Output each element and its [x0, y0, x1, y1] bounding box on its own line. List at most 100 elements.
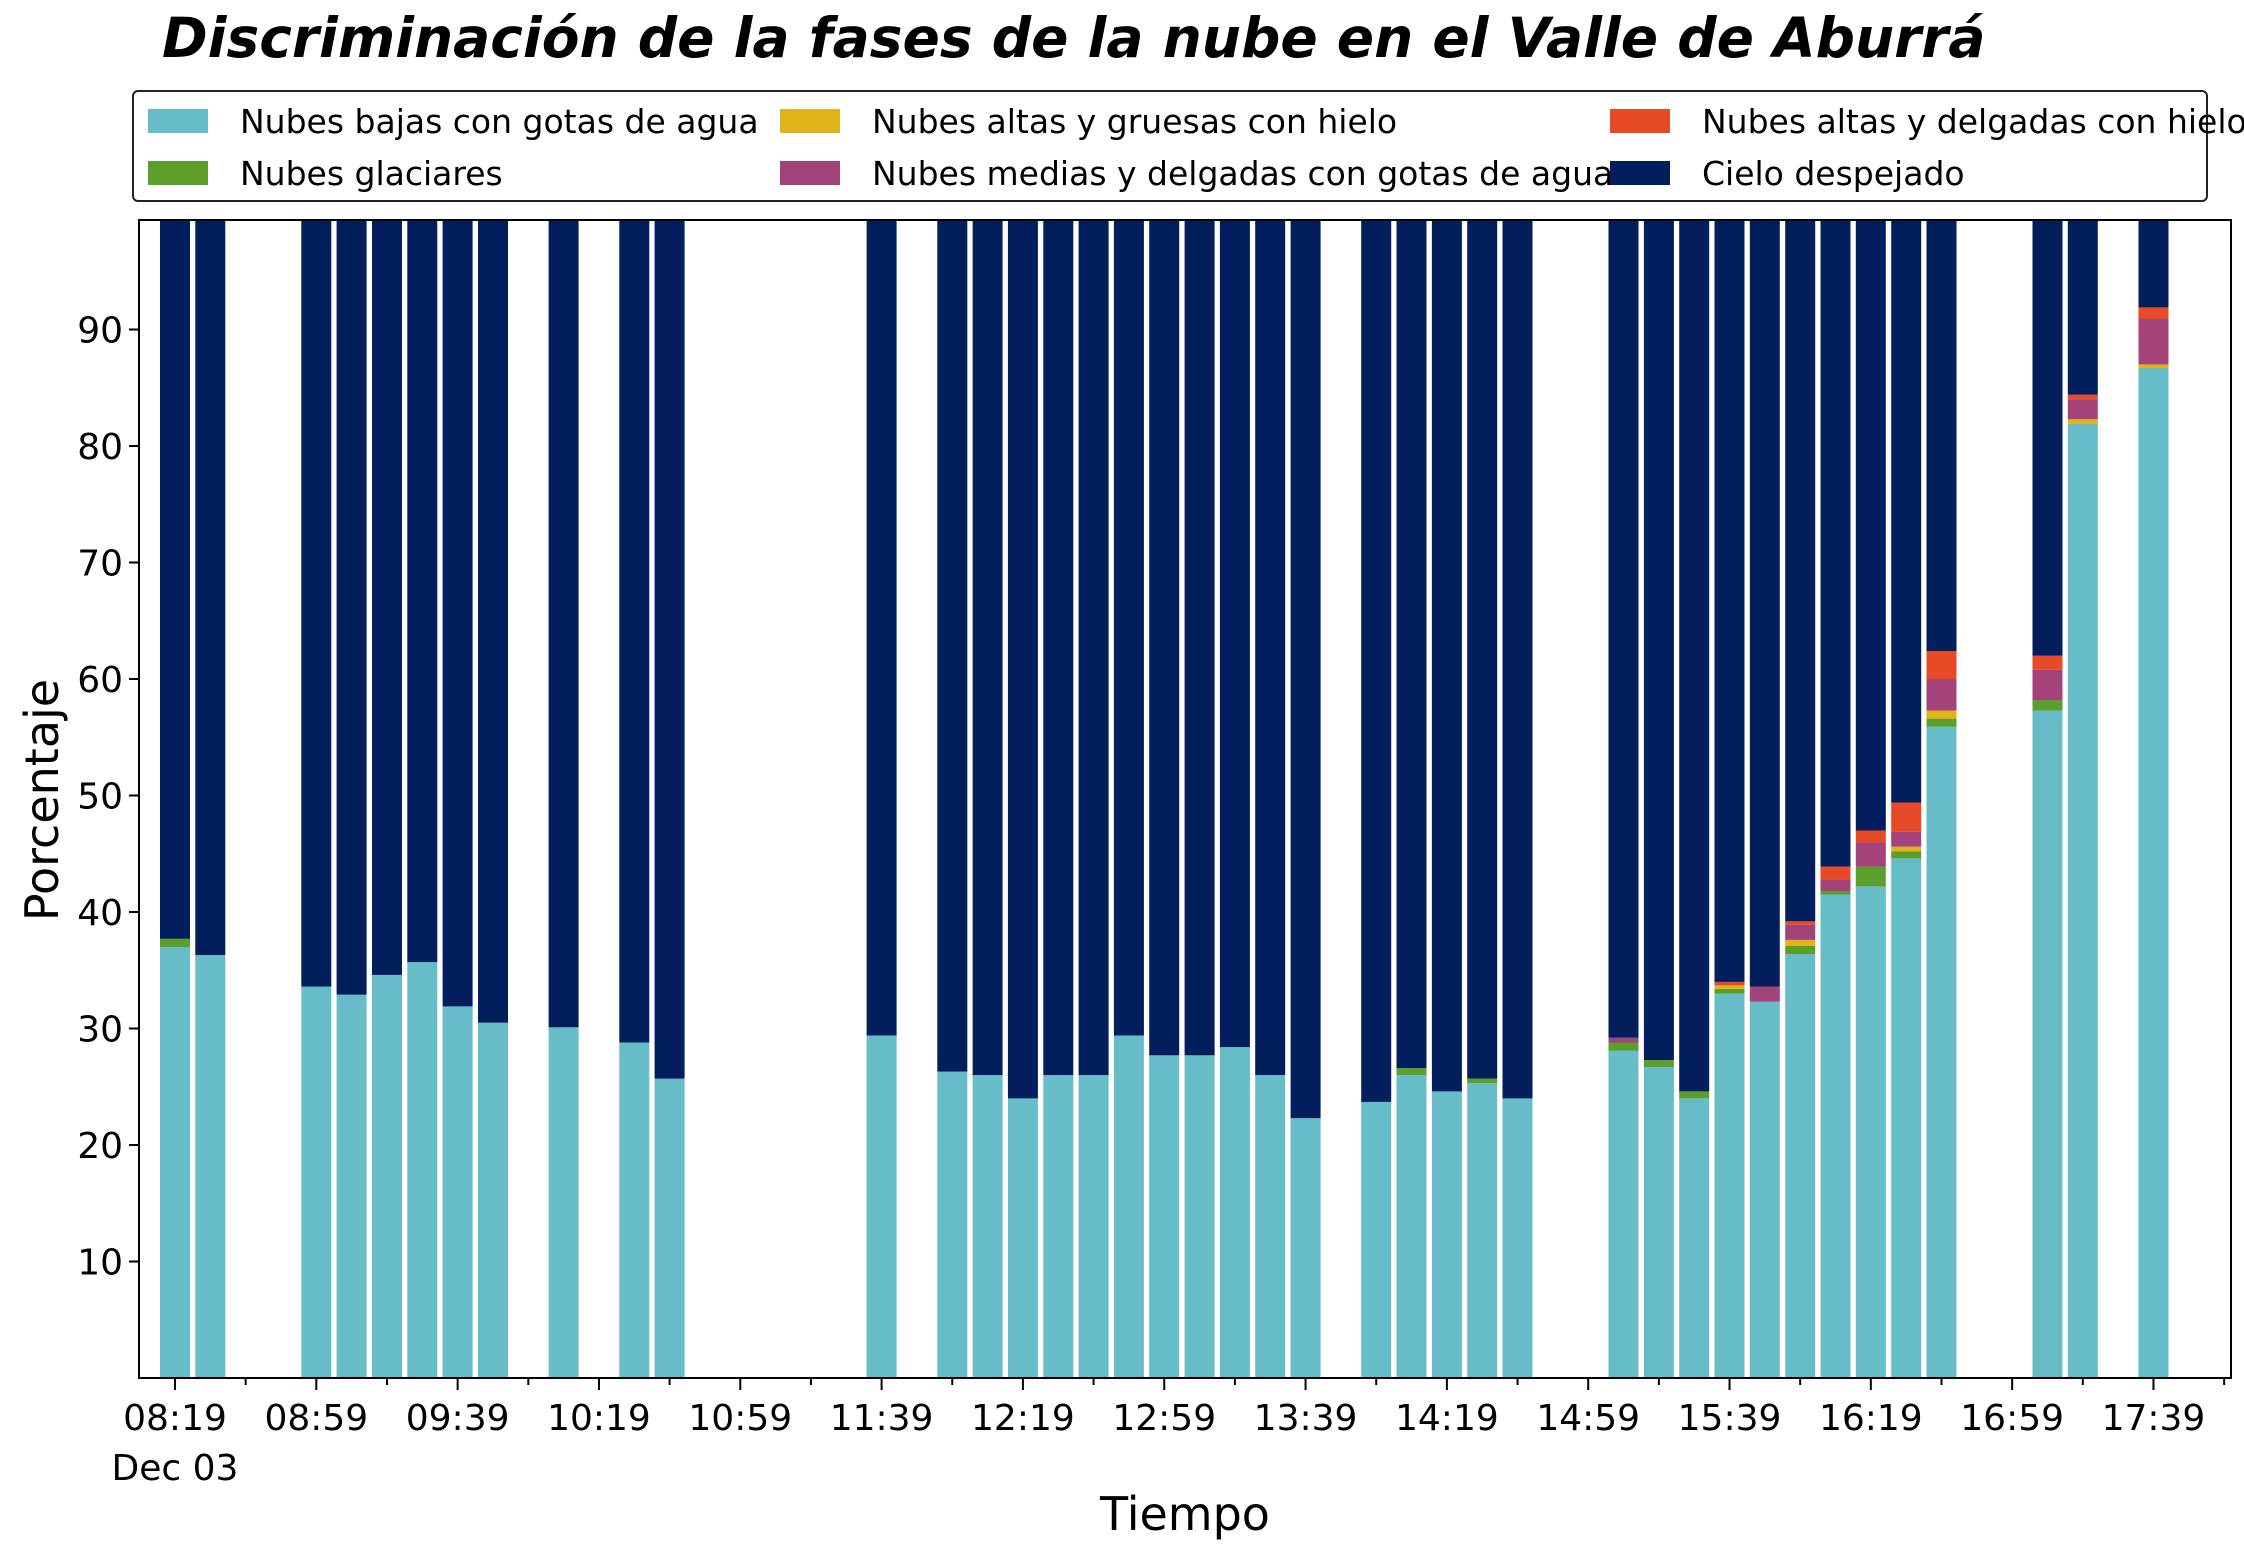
bar-segment: [1785, 953, 1816, 1378]
bar-segment: [2138, 364, 2169, 368]
x-tick-label: 08:19: [123, 1398, 227, 1439]
bar-segment: [1608, 220, 1639, 1038]
bar-segment: [1891, 831, 1922, 847]
x-tick-label: 11:39: [830, 1398, 934, 1439]
bar-segment: [1785, 945, 1816, 954]
bar-segment: [1926, 679, 1957, 711]
bar-segment: [1926, 718, 1957, 727]
bar-segment: [2138, 220, 2169, 308]
bar-segment: [1855, 886, 1886, 1378]
legend-label: Nubes medias y delgadas con gotas de agu…: [872, 153, 1614, 193]
y-tick-label: 90: [77, 311, 123, 352]
x-axis: 08:19 08:59 09:39 10:19 10:59 11:39 12:19 12:59…: [112, 1378, 2226, 1489]
bar-segment: [1785, 921, 1816, 925]
bar-segment: [1891, 851, 1922, 859]
x-tick-label: 17:39: [2102, 1398, 2206, 1439]
bar-segment: [1361, 220, 1392, 1102]
bar-segment: [1149, 220, 1180, 1056]
y-tick-label: 30: [77, 1010, 123, 1051]
legend: Nubes bajas con gotas de agua Nubes glac…: [132, 90, 2244, 202]
bar-segment: [372, 974, 402, 1378]
bar-segment: [1714, 993, 1745, 1378]
x-tick-label: 14:19: [1395, 1398, 1499, 1439]
legend-item-nubes-altas-gruesas: Nubes altas y gruesas con hielo: [780, 98, 1397, 144]
bar-segment: [1855, 830, 1886, 843]
bar-segment: [1290, 220, 1321, 1119]
bar-segment: [2138, 319, 2169, 365]
bar-segment: [548, 220, 579, 1028]
bar-segment: [1396, 1075, 1427, 1378]
bar-segment: [1820, 894, 1851, 1378]
bar-segment: [407, 962, 438, 1378]
bar-segment: [2067, 394, 2098, 400]
bar-segment: [1714, 988, 1745, 994]
bar-segment: [1290, 1118, 1321, 1378]
bar-segment: [1749, 986, 1780, 1002]
bar-segment: [619, 220, 650, 1043]
bar-segment: [478, 1022, 508, 1378]
bar-segment: [1184, 220, 1215, 1056]
bar-segment: [1855, 220, 1886, 831]
bar-segment: [1149, 1055, 1180, 1378]
bar-segment: [1820, 879, 1851, 891]
y-tick-label: 60: [77, 660, 123, 701]
x-tick-label: 16:59: [1960, 1398, 2064, 1439]
bar-segment: [1785, 220, 1816, 922]
bar-segment: [1749, 1001, 1780, 1378]
bar-segment: [1926, 651, 1957, 679]
bar-segment: [1007, 220, 1038, 1099]
bar-segment: [1820, 220, 1851, 867]
y-tick-label: 70: [77, 544, 123, 585]
bar-segment: [1714, 981, 1745, 986]
bar-segment: [1467, 1083, 1498, 1378]
legend-label: Cielo despejado: [1702, 153, 1965, 193]
bar-segment: [866, 220, 897, 1036]
x-tick-label: 12:19: [971, 1398, 1075, 1439]
y-axis-label: Porcentaje: [15, 679, 69, 921]
bar-segment: [866, 1035, 897, 1378]
legend-label: Nubes altas y delgadas con hielo: [1702, 101, 2244, 141]
bar-segment: [1891, 220, 1922, 803]
bar-segment: [1714, 985, 1745, 989]
bar-segment: [937, 220, 968, 1072]
bar-segment: [372, 220, 402, 975]
bar-segment: [654, 1078, 685, 1378]
bar-segment: [2032, 669, 2063, 700]
bar-segment: [1078, 1075, 1109, 1378]
bar-segment: [619, 1042, 650, 1378]
bar-segment: [1643, 1060, 1674, 1067]
bar-segment: [1785, 924, 1816, 940]
bar-segment: [1219, 220, 1250, 1048]
bar-segment: [2032, 710, 2063, 1378]
bar-segment: [1396, 220, 1427, 1069]
bar-segment: [336, 220, 367, 995]
bar-segment: [1502, 220, 1533, 1099]
bar-segment: [2032, 700, 2063, 711]
bar-segment: [1043, 220, 1074, 1076]
bar-segment: [972, 1075, 1003, 1378]
plot-frame: [138, 219, 2232, 1379]
x-tick-label: 16:19: [1819, 1398, 1923, 1439]
bar-segment: [1785, 940, 1816, 946]
bar-segment: [1467, 1078, 1498, 1084]
bar-segment: [160, 947, 190, 1378]
legend-item-nubes-altas-delgadas: Nubes altas y delgadas con hielo: [1610, 98, 2244, 144]
bar-segment: [2032, 655, 2063, 670]
x-tick-sublabel: Dec 03: [112, 1448, 239, 1489]
bar-segment: [1219, 1047, 1250, 1378]
bar-segment: [1467, 220, 1498, 1079]
chart-title: Discriminación de la fases de la nube en…: [162, 6, 1986, 70]
bar-segment: [336, 994, 367, 1378]
bar-segment: [1396, 1068, 1427, 1076]
bar-segment: [937, 1071, 968, 1378]
bar-segment: [478, 220, 508, 1023]
bar-segment: [1891, 858, 1922, 1378]
bar-segment: [2067, 220, 2098, 395]
bar-segment: [548, 1027, 579, 1378]
bar-segment: [1679, 1098, 1710, 1378]
legend-swatch: [1610, 161, 1670, 185]
bar-segment: [1820, 866, 1851, 880]
bar-segment: [1679, 220, 1710, 1092]
bar-segment: [1855, 842, 1886, 867]
x-tick-label: 15:39: [1678, 1398, 1782, 1439]
